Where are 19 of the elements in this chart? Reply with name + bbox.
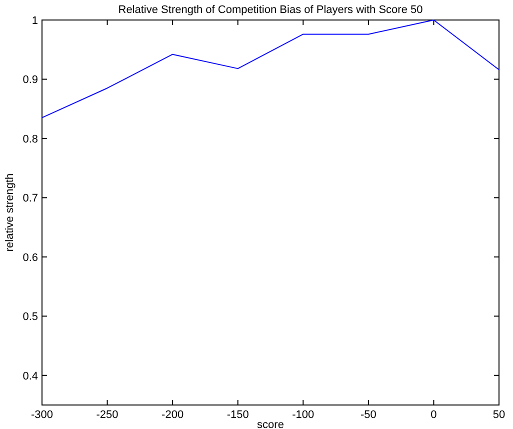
x-tick-label: -300 — [30, 409, 54, 421]
y-tick-label: 0.8 — [22, 133, 38, 146]
x-tick-label: -250 — [96, 409, 118, 421]
x-tick-label: 50 — [492, 409, 506, 421]
x-tick-label: -200 — [162, 409, 184, 421]
x-tick-label: -100 — [292, 409, 314, 421]
x-tick-label: -50 — [360, 409, 376, 421]
chart-title: Relative Strength of Competition Bias of Players with Score 50 — [118, 4, 423, 16]
y-tick-label: 1 — [32, 15, 38, 27]
y-tick-label: 0.6 — [22, 252, 38, 264]
y-tick-label: 0.7 — [22, 192, 38, 205]
y-axis-title: relative strength — [4, 173, 16, 252]
y-tick-label: 0.9 — [22, 74, 38, 86]
line-series — [42, 20, 500, 118]
x-axis-title: score — [257, 419, 284, 429]
y-tick-label: 0.4 — [22, 370, 38, 382]
x-tick-label: 0 — [430, 409, 437, 421]
y-tick-label: 0.5 — [22, 311, 38, 324]
x-tick-label: -150 — [226, 409, 249, 421]
